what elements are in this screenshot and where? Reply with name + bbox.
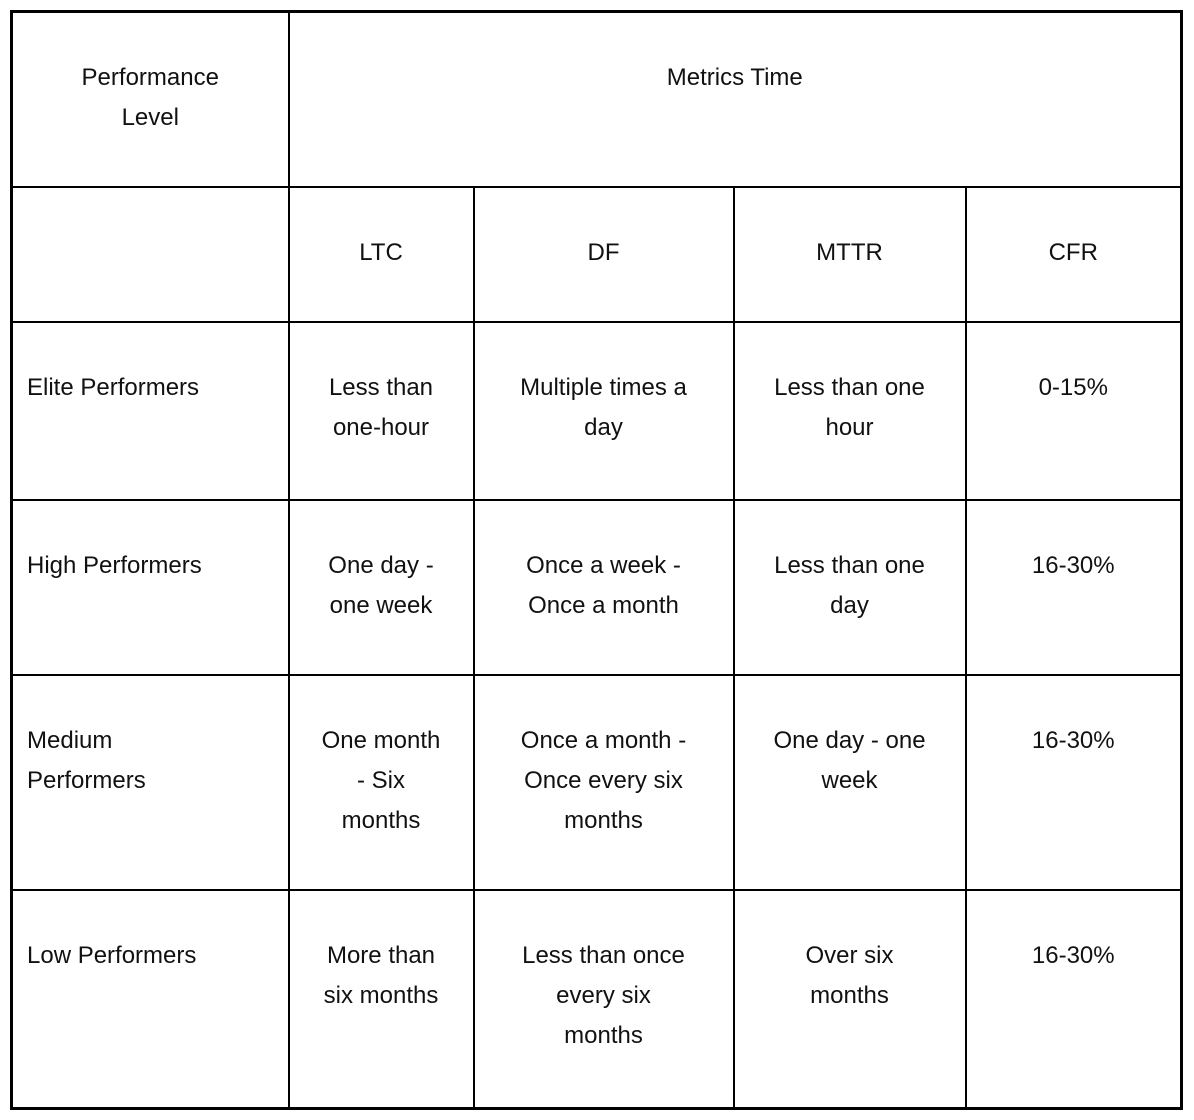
mttr-cell: Over six months — [732, 888, 967, 1110]
performance-level-header: Performance Level — [10, 10, 290, 188]
ltc-cell: Less than one-hour — [287, 320, 475, 501]
header-row-group: Performance Level Metrics Time — [10, 10, 1183, 188]
header-row-metrics: LTC DF MTTR CFR — [10, 185, 1183, 323]
performance-metrics-table: Performance Level Metrics Time LTC DF MT… — [10, 10, 1184, 1110]
performance-level-cell: Low Performers — [10, 888, 290, 1110]
performance-level-cell: Elite Performers — [10, 320, 290, 501]
cfr-cell: 0-15% — [964, 320, 1183, 501]
table-row-medium: Medium Performers One month - Six months… — [10, 673, 1183, 891]
table-row-high: High Performers One day - one week Once … — [10, 498, 1183, 676]
empty-corner-cell — [10, 185, 290, 323]
df-cell: Once a month - Once every six months — [472, 673, 735, 891]
df-cell: Multiple times a day — [472, 320, 735, 501]
ltc-cell: More than six months — [287, 888, 475, 1110]
performance-level-cell: Medium Performers — [10, 673, 290, 891]
performance-level-cell: High Performers — [10, 498, 290, 676]
df-cell: Less than once every six months — [472, 888, 735, 1110]
cfr-cell: 16-30% — [964, 498, 1183, 676]
mttr-cell: Less than one day — [732, 498, 967, 676]
ltc-cell: One month - Six months — [287, 673, 475, 891]
metrics-time-header: Metrics Time — [287, 10, 1183, 188]
metric-header-df: DF — [472, 185, 735, 323]
ltc-cell: One day - one week — [287, 498, 475, 676]
mttr-cell: One day - one week — [732, 673, 967, 891]
metric-header-cfr: CFR — [964, 185, 1183, 323]
cfr-cell: 16-30% — [964, 888, 1183, 1110]
cfr-cell: 16-30% — [964, 673, 1183, 891]
metric-header-ltc: LTC — [287, 185, 475, 323]
df-cell: Once a week - Once a month — [472, 498, 735, 676]
metric-header-mttr: MTTR — [732, 185, 967, 323]
table-row-low: Low Performers More than six months Less… — [10, 888, 1183, 1110]
mttr-cell: Less than one hour — [732, 320, 967, 501]
table-row-elite: Elite Performers Less than one-hour Mult… — [10, 320, 1183, 501]
